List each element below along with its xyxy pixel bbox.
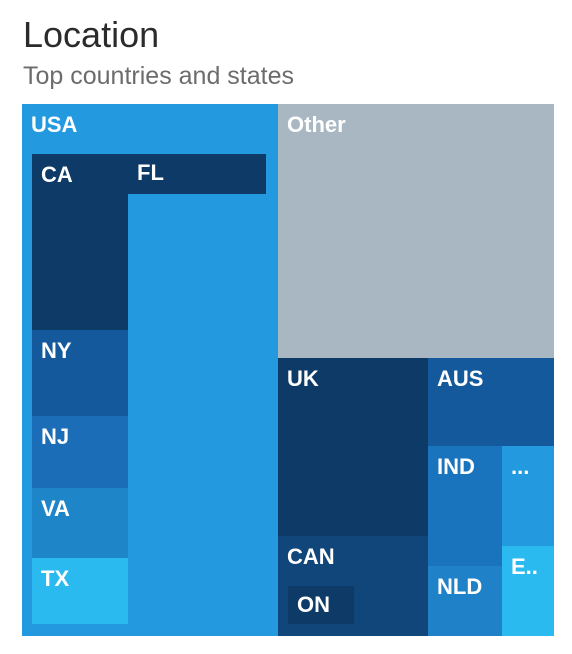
treemap-cell-ca[interactable]: CA <box>32 154 128 330</box>
treemap-cell-fl[interactable]: FL <box>128 154 266 194</box>
treemap-cell-aus[interactable]: AUS <box>428 358 554 446</box>
chart-title: Location <box>23 14 160 55</box>
treemap-label-fl: FL <box>137 160 164 185</box>
treemap-label-tx: TX <box>41 566 70 591</box>
treemap-cell-nld[interactable]: NLD <box>428 566 502 636</box>
treemap-label-ind: IND <box>437 454 475 479</box>
treemap-cell-va[interactable]: VA <box>32 488 128 558</box>
treemap-label-other: Other <box>287 112 346 137</box>
treemap-label-nld: NLD <box>437 574 483 599</box>
treemap-chart: USA CA FL NY NJ VA TX Other UK CAN ON AUS IND NLD... E… <box>22 104 554 636</box>
chart-subtitle: Top countries and states <box>23 62 294 90</box>
treemap-cell-uk[interactable]: UK <box>278 358 428 536</box>
treemap-label-va: VA <box>41 496 70 521</box>
treemap-cell-ind[interactable]: IND <box>428 446 502 566</box>
treemap-label-e: E.. <box>511 554 538 579</box>
treemap-label-ca: CA <box>41 162 73 187</box>
treemap-label-nj: NJ <box>41 424 70 449</box>
treemap-cell-more[interactable]: ... <box>502 446 554 546</box>
treemap-cell-nj[interactable]: NJ <box>32 416 128 488</box>
treemap-cell-on[interactable]: ON <box>288 586 354 624</box>
treemap-label-aus: AUS <box>437 366 484 391</box>
treemap-label-more: ... <box>511 454 530 479</box>
treemap-cell-ny[interactable]: NY <box>32 330 128 416</box>
treemap-cell-tx[interactable]: TX <box>32 558 128 624</box>
treemap-label-ny: NY <box>41 338 72 363</box>
treemap-cell-other[interactable]: Other <box>278 104 554 358</box>
treemap-label-on: ON <box>297 592 330 617</box>
treemap-cell-e[interactable]: E.. <box>502 546 554 636</box>
treemap-label-usa: USA <box>31 112 78 137</box>
treemap-label-uk: UK <box>287 366 319 391</box>
treemap-label-can: CAN <box>287 544 335 569</box>
